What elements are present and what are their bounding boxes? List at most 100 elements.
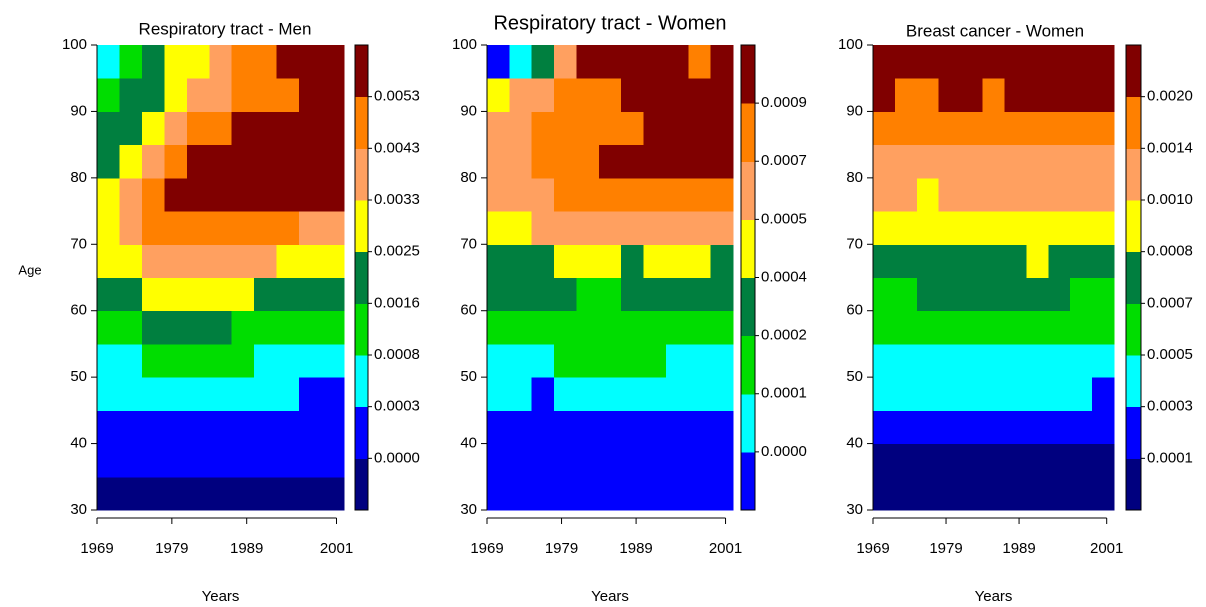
heat-cell xyxy=(531,343,555,378)
heat-cell xyxy=(576,476,600,511)
heat-cell xyxy=(276,277,300,312)
heat-cell xyxy=(554,410,577,445)
heat-cell xyxy=(710,211,734,245)
colorbar-frame xyxy=(1125,44,1142,511)
heat-cell xyxy=(688,377,712,411)
colorbar-swatch xyxy=(1126,45,1141,98)
heat-cell xyxy=(688,310,712,345)
heat-cell xyxy=(254,144,278,179)
heat-cell xyxy=(119,111,143,146)
heat-cell xyxy=(1004,310,1027,345)
colorbar-tick-label: 0.0005 xyxy=(1147,346,1193,363)
heat-cell xyxy=(621,177,645,212)
y-tick-label: 40 xyxy=(70,435,87,452)
heat-cell xyxy=(299,111,323,146)
colorbar-tick-label: 0.0008 xyxy=(374,346,420,363)
heat-cell xyxy=(1070,476,1093,511)
heat-cell xyxy=(164,177,188,212)
heat-cell xyxy=(554,476,577,511)
heat-cell xyxy=(531,310,555,345)
heat-cell xyxy=(576,177,600,212)
heat-cell xyxy=(531,177,555,212)
heat-cell xyxy=(119,343,143,378)
heat-cell xyxy=(982,211,1005,245)
heat-cell xyxy=(554,310,577,345)
heat-cell xyxy=(873,177,896,212)
heat-cell xyxy=(621,211,645,245)
heat-cell xyxy=(321,410,345,445)
colorbar-swatch xyxy=(1126,200,1141,253)
heat-cell xyxy=(1048,277,1071,312)
heat-cell xyxy=(97,144,120,179)
heat-cell xyxy=(598,410,622,445)
chart-title: Respiratory tract - Women xyxy=(493,12,726,34)
heat-cell xyxy=(1004,377,1027,411)
heat-cell xyxy=(960,410,984,445)
heat-cell xyxy=(209,277,233,312)
y-tick-label: 100 xyxy=(838,36,863,53)
heat-cell xyxy=(531,244,555,278)
heat-cell xyxy=(643,476,667,511)
heat-cell xyxy=(916,45,940,79)
heat-cell xyxy=(938,410,962,445)
heat-cell xyxy=(1070,410,1093,445)
colorbar-swatch xyxy=(355,200,368,253)
heat-cell xyxy=(873,377,896,411)
heat-cell xyxy=(710,78,734,112)
heat-cell xyxy=(894,476,918,511)
heat-cell xyxy=(621,277,645,312)
heat-cell xyxy=(531,476,555,511)
heat-cell xyxy=(1048,144,1071,179)
heat-cell xyxy=(710,476,734,511)
heat-cell xyxy=(164,277,188,312)
heat-cell xyxy=(186,211,210,245)
heat-cell xyxy=(554,111,577,146)
colorbar-swatch xyxy=(355,148,368,201)
heat-cell xyxy=(531,144,555,179)
heat-cell xyxy=(141,78,165,112)
heat-cell xyxy=(141,111,165,146)
heat-cell xyxy=(916,377,940,411)
heat-cell xyxy=(894,277,918,312)
heat-cell xyxy=(321,78,345,112)
y-tick-label: 80 xyxy=(70,169,87,186)
heat-cell xyxy=(531,111,555,146)
heat-cell xyxy=(665,211,689,245)
heat-cell xyxy=(576,277,600,312)
colorbar-swatch xyxy=(1126,251,1141,304)
heat-cell xyxy=(894,310,918,345)
heat-cell xyxy=(1070,144,1093,179)
heat-cell xyxy=(231,144,255,179)
heat-cell xyxy=(665,476,689,511)
heat-cell xyxy=(254,177,278,212)
heat-cell xyxy=(321,476,345,511)
heat-cell xyxy=(688,476,712,511)
heat-cell xyxy=(643,45,667,79)
heat-cell xyxy=(1004,443,1027,478)
heat-cell xyxy=(1026,211,1049,245)
heat-cell xyxy=(960,343,984,378)
heat-cell xyxy=(119,410,143,445)
heat-cell xyxy=(119,211,143,245)
heat-cell xyxy=(254,211,278,245)
heat-cell xyxy=(554,177,577,212)
heat-cell xyxy=(276,244,300,278)
heat-cell xyxy=(982,177,1005,212)
heat-cell xyxy=(209,111,233,146)
heat-cell xyxy=(1048,211,1071,245)
heat-cell xyxy=(643,343,667,378)
heat-cell xyxy=(643,277,667,312)
heat-cell xyxy=(164,211,188,245)
heat-cell xyxy=(938,476,962,511)
heat-cell xyxy=(186,144,210,179)
heat-cell xyxy=(710,144,734,179)
colorbar-swatch xyxy=(1126,355,1141,408)
colorbar-swatch xyxy=(355,458,368,511)
heat-cell xyxy=(665,177,689,212)
heat-cell xyxy=(119,310,143,345)
heat-cell xyxy=(710,177,734,212)
chart-title: Breast cancer - Women xyxy=(906,21,1084,40)
heat-cell xyxy=(209,476,233,511)
heat-cell xyxy=(873,244,896,278)
heat-cell xyxy=(598,144,622,179)
